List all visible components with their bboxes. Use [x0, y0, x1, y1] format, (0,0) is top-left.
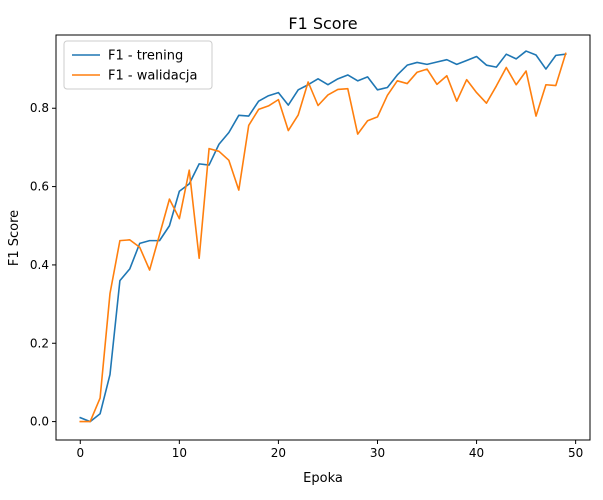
x-tick-label: 30 — [370, 446, 385, 460]
y-tick-label: 0.6 — [30, 180, 49, 194]
y-tick-label: 0.0 — [30, 415, 49, 429]
x-tick-label: 50 — [568, 446, 583, 460]
legend-label: F1 - trening — [108, 49, 183, 64]
x-tick-label: 20 — [271, 446, 286, 460]
legend-label: F1 - walidacja — [108, 69, 197, 84]
series-layer — [79, 50, 567, 423]
y-tick-label: 0.8 — [30, 101, 49, 115]
legend: F1 - trening F1 - walidacja — [63, 40, 213, 90]
chart-title: F1 Score — [288, 14, 357, 33]
x-tick-label: 40 — [469, 446, 484, 460]
x-tick-label: 10 — [172, 446, 187, 460]
x-axis-label: Epoka — [303, 471, 343, 486]
plot-area — [55, 34, 591, 441]
y-tick-label: 0.2 — [30, 336, 49, 350]
y-axis-label: F1 Score — [7, 210, 22, 266]
legend-box — [63, 40, 213, 90]
plot-frame — [55, 34, 591, 441]
x-axis: 0 10 20 30 40 50 — [76, 440, 583, 460]
x-tick-label: 0 — [76, 446, 84, 460]
y-tick-label: 0.4 — [30, 258, 49, 272]
series-line-trening — [79, 50, 567, 423]
series-line-walidacja — [79, 52, 567, 423]
y-axis: 0.0 0.2 0.4 0.6 0.8 — [30, 101, 56, 429]
plot-background — [56, 35, 590, 440]
